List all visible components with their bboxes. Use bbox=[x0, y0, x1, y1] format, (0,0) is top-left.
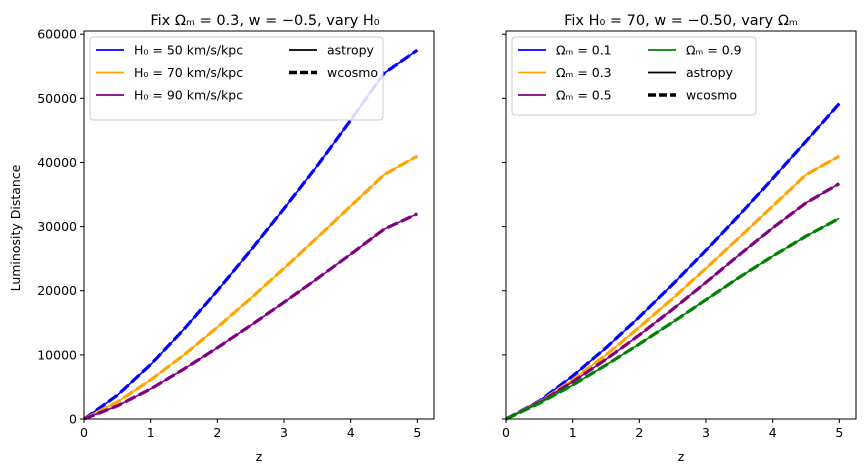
right-chart-panel: Fix H₀ = 70, w = −0.50, vary Ωₘ z 0 1 2 3 4 5… bbox=[502, 13, 857, 464]
left-y-tick-label: 0 bbox=[69, 412, 77, 427]
left-series-line-2-astropy bbox=[83, 213, 418, 420]
left-y-ticks: 0 10000 20000 30000 40000 50000 60000 bbox=[37, 27, 84, 427]
right-series-line-2-wcosmo bbox=[505, 182, 841, 421]
left-x-tick-label: 1 bbox=[147, 425, 155, 440]
left-y-tick-label: 10000 bbox=[37, 347, 77, 362]
right-legend-label: wcosmo bbox=[686, 88, 737, 103]
right-y-ticks bbox=[502, 33, 506, 420]
left-legend-label: astropy bbox=[327, 43, 375, 58]
left-y-tick-label: 40000 bbox=[37, 155, 77, 170]
right-legend-label: astropy bbox=[686, 65, 734, 80]
right-x-ticks: 0 1 2 3 4 5 bbox=[502, 419, 843, 440]
right-x-tick-label: 2 bbox=[635, 425, 643, 440]
right-series-line-3-wcosmo bbox=[505, 216, 841, 421]
right-series-line-2-astropy bbox=[505, 182, 840, 420]
right-plot-frame bbox=[505, 30, 857, 420]
left-y-axis-label: Luminosity Distance bbox=[8, 164, 23, 291]
right-x-tick-label: 4 bbox=[769, 425, 777, 440]
right-chart-title: Fix H₀ = 70, w = −0.50, vary Ωₘ bbox=[564, 13, 798, 29]
left-chart-panel: Fix Ωₘ = 0.3, w = −0.5, vary H₀ z Lumino… bbox=[8, 13, 435, 464]
left-x-tick-label: 4 bbox=[347, 425, 355, 440]
right-x-tick-label: 5 bbox=[835, 425, 843, 440]
left-legend-label: H₀ = 90 km/s/kpc bbox=[134, 88, 243, 103]
left-x-ticks: 0 1 2 3 4 5 bbox=[80, 419, 421, 440]
right-legend-label: Ωₘ = 0.1 bbox=[556, 43, 612, 58]
left-y-tick-label: 60000 bbox=[37, 27, 77, 42]
left-y-tick-label: 30000 bbox=[37, 219, 77, 234]
left-x-tick-label: 5 bbox=[413, 425, 421, 440]
right-x-tick-label: 0 bbox=[502, 425, 510, 440]
right-series-line-0-wcosmo bbox=[505, 102, 841, 421]
left-legend: H₀ = 50 km/s/kpc astropy H₀ = 70 km/s/kpc w… bbox=[89, 36, 384, 121]
right-legend: Ωₘ = 0.1 Ωₘ = 0.9 Ωₘ = 0.3 astropy Ωₘ = 0.5 w… bbox=[511, 36, 757, 116]
right-legend-label: Ωₘ = 0.5 bbox=[556, 88, 612, 103]
right-legend-label: Ωₘ = 0.9 bbox=[686, 43, 742, 58]
left-series-line-1-wcosmo bbox=[83, 154, 419, 421]
left-plot-frame bbox=[83, 30, 435, 420]
right-x-axis-label: z bbox=[678, 449, 685, 464]
right-x-tick-label: 3 bbox=[702, 425, 710, 440]
right-series-line-1-wcosmo bbox=[505, 154, 841, 421]
right-legend-label: Ωₘ = 0.3 bbox=[556, 65, 612, 80]
right-series-layer bbox=[505, 102, 841, 421]
left-x-tick-label: 0 bbox=[80, 425, 88, 440]
left-legend-box bbox=[89, 36, 384, 121]
right-series-line-1-astropy bbox=[505, 155, 840, 420]
left-series-line-2-wcosmo bbox=[83, 212, 418, 421]
left-legend-label: wcosmo bbox=[327, 65, 378, 80]
left-legend-label: H₀ = 50 km/s/kpc bbox=[134, 43, 243, 58]
right-legend-box bbox=[511, 36, 757, 116]
left-chart-title: Fix Ωₘ = 0.3, w = −0.5, vary H₀ bbox=[150, 13, 379, 29]
left-x-tick-label: 3 bbox=[280, 425, 288, 440]
left-x-tick-label: 2 bbox=[213, 425, 221, 440]
left-legend-label: H₀ = 70 km/s/kpc bbox=[134, 65, 243, 80]
left-y-tick-label: 50000 bbox=[37, 91, 77, 106]
right-x-tick-label: 1 bbox=[569, 425, 577, 440]
left-y-tick-label: 20000 bbox=[37, 283, 77, 298]
left-x-axis-label: z bbox=[256, 449, 263, 464]
right-series-line-0-astropy bbox=[505, 102, 840, 420]
